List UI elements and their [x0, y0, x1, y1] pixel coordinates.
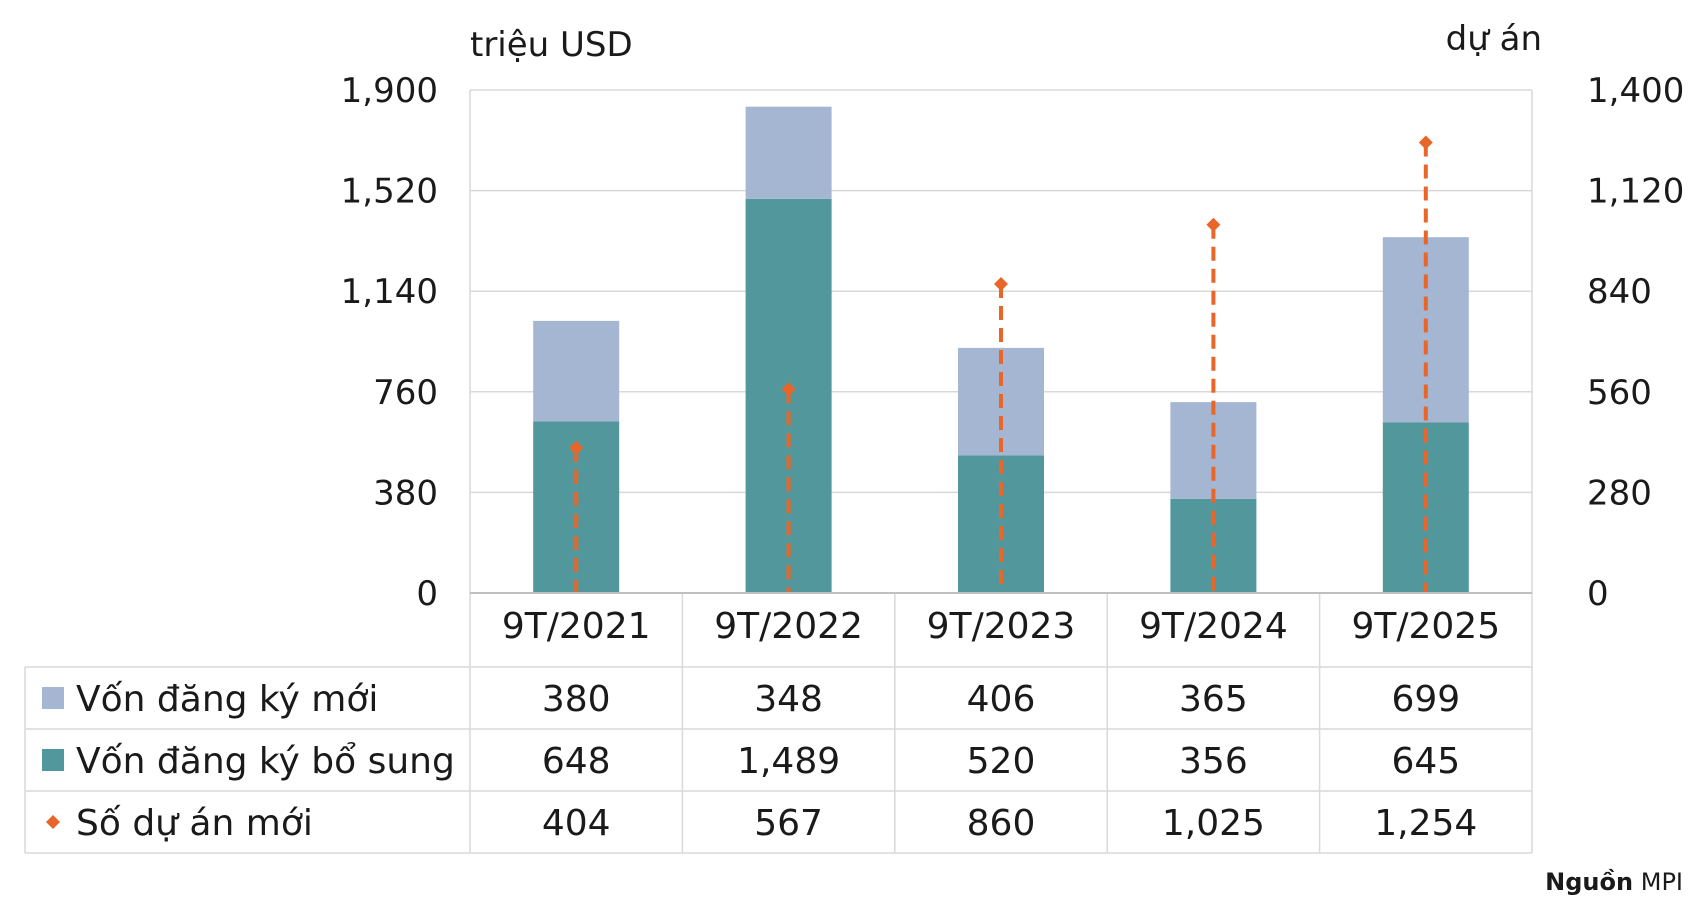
table-cell: 1,489 — [737, 741, 840, 782]
table-cell: 699 — [1391, 679, 1460, 720]
y-left-tick-label: 760 — [373, 373, 438, 413]
project-point — [569, 440, 584, 455]
project-points — [569, 135, 1433, 593]
table-cell: 645 — [1391, 741, 1460, 782]
y-axis-right-label: dự án — [1446, 19, 1542, 59]
y-right-tick-label: 840 — [1587, 272, 1652, 312]
project-point — [1206, 217, 1221, 232]
project-point — [994, 277, 1008, 292]
legend-label: Vốn đăng ký mới — [76, 679, 378, 720]
category-label: 9T/2023 — [927, 606, 1076, 647]
source-prefix: Nguồn — [1545, 868, 1634, 896]
category-label: 9T/2025 — [1351, 606, 1500, 647]
y-axis-left-label: triệu USD — [470, 25, 633, 65]
source-name: MPI — [1640, 868, 1683, 896]
table-cell: 356 — [1179, 741, 1248, 782]
bar-segment — [533, 320, 620, 422]
y-right-tick-label: 0 — [1587, 574, 1609, 614]
table-cell: 404 — [542, 803, 611, 844]
data-table: 9T/2021 9T/2022 9T/2023 9T/2024 9T/2025 Vốn đ… — [24, 592, 1533, 854]
y-left-tick-label: 1,900 — [341, 71, 438, 111]
table-cell: 406 — [967, 679, 1036, 720]
bar-segment — [745, 106, 832, 199]
legend-label: Số dự án mới — [76, 803, 313, 844]
project-point — [781, 382, 796, 397]
project-point — [1418, 135, 1433, 150]
y-right-tick-label: 280 — [1587, 473, 1652, 513]
table-cell: 348 — [754, 679, 823, 720]
y-left-tick-label: 380 — [373, 473, 438, 513]
table-cell: 520 — [967, 741, 1036, 782]
category-label: 9T/2021 — [502, 606, 651, 647]
y-right-tick-label: 1,120 — [1587, 172, 1684, 212]
y-left-tick-label: 0 — [416, 574, 438, 614]
category-label: 9T/2022 — [714, 606, 863, 647]
table-cell: 365 — [1179, 679, 1248, 720]
legend-swatch — [42, 687, 64, 709]
table-cell: 567 — [754, 803, 823, 844]
table-cell: 860 — [967, 803, 1036, 844]
bars — [533, 106, 1469, 594]
table-cell: 648 — [542, 741, 611, 782]
legend-label: Vốn đăng ký bổ sung — [76, 741, 455, 782]
y-left-tick-label: 1,140 — [341, 272, 438, 312]
y-right-tick-label: 1,400 — [1587, 71, 1684, 111]
source-note: Nguồn MPI — [1545, 868, 1683, 896]
y-right-tick-label: 560 — [1587, 373, 1652, 413]
category-label: 9T/2024 — [1139, 606, 1288, 647]
legend-swatch — [42, 749, 64, 771]
legend-marker — [46, 815, 60, 829]
y-left-tick-label: 1,520 — [341, 172, 438, 212]
axes: 0 0 380 280 760 560 1,140 840 1,520 1,120 1,900 1,4… — [341, 71, 1685, 614]
table-cell: 1,254 — [1374, 803, 1477, 844]
table-cell: 1,025 — [1162, 803, 1265, 844]
table-cell: 380 — [542, 679, 611, 720]
